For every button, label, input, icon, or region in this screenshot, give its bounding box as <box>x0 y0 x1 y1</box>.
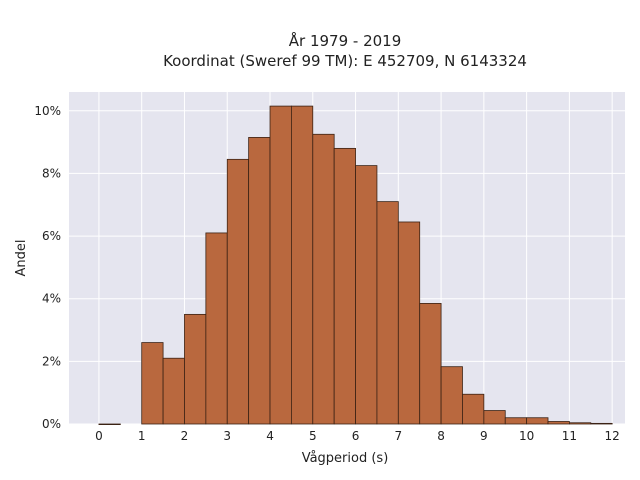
histogram-bar <box>569 422 592 425</box>
y-tick-label: 4% <box>42 292 61 306</box>
histogram-bar <box>440 366 463 425</box>
y-axis-label: Andel <box>14 240 29 277</box>
x-tick-label: 8 <box>437 429 445 443</box>
x-tick-label: 7 <box>395 429 403 443</box>
x-tick-label: 11 <box>562 429 577 443</box>
x-tick-label: 6 <box>352 429 360 443</box>
x-tick-labels: 0 1 2 3 4 5 6 7 8 9 10 11 12 <box>95 429 620 443</box>
x-tick-label: 4 <box>266 429 274 443</box>
x-tick-label: 5 <box>309 429 317 443</box>
histogram-bar <box>333 147 356 425</box>
histogram-bar <box>290 105 314 425</box>
x-tick-label: 9 <box>480 429 488 443</box>
y-tick-label: 10% <box>34 104 61 118</box>
y-tick-label: 0% <box>42 417 61 431</box>
x-tick-label: 3 <box>223 429 231 443</box>
y-tick-label: 2% <box>42 354 61 368</box>
histogram-bar <box>205 232 228 425</box>
x-tick-label: 12 <box>605 429 620 443</box>
histogram-bar <box>483 410 506 425</box>
x-tick-label: 2 <box>181 429 189 443</box>
histogram-bar <box>269 105 292 425</box>
histogram-bar <box>312 133 335 425</box>
histogram-bar <box>184 313 207 425</box>
x-tick-label: 10 <box>519 429 534 443</box>
x-tick-label: 0 <box>95 429 103 443</box>
x-tick-label: 1 <box>138 429 146 443</box>
histogram-bar <box>590 422 613 425</box>
histogram-bar <box>376 201 399 425</box>
histogram-bar <box>526 417 549 425</box>
histogram-bar <box>397 221 421 425</box>
histogram-bar <box>547 421 570 425</box>
y-tick-label: 6% <box>42 229 61 243</box>
histogram-bar <box>504 417 528 425</box>
histogram-bar <box>141 342 164 425</box>
histogram-bar <box>248 137 271 425</box>
histogram-bar <box>419 303 442 425</box>
y-tick-labels: 0% 2% 4% 6% 8% 10% <box>34 104 61 431</box>
x-axis-label: Vågperiod (s) <box>302 451 389 466</box>
histogram-bar <box>162 357 185 425</box>
histogram-bar <box>462 393 485 425</box>
histogram-bar <box>98 423 121 426</box>
bars <box>98 105 613 426</box>
histogram-bar <box>355 165 378 425</box>
histogram-bar <box>226 158 250 425</box>
chart-title: År 1979 - 2019 <box>289 31 402 50</box>
y-tick-label: 8% <box>42 166 61 180</box>
chart-subtitle: Koordinat (Sweref 99 TM): E 452709, N 61… <box>163 52 527 70</box>
